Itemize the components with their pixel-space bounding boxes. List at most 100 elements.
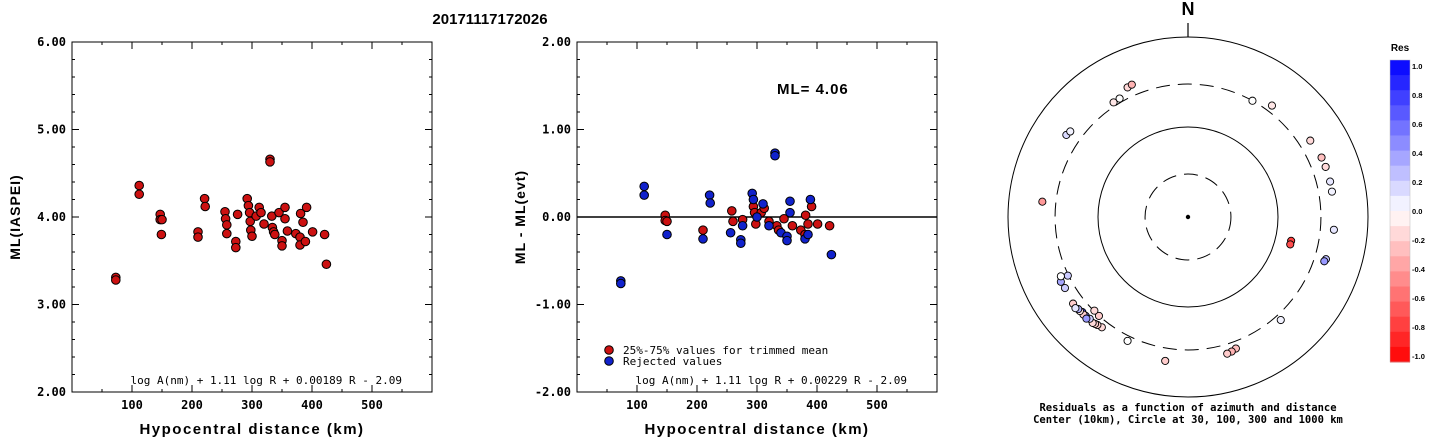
station-marker — [1038, 197, 1047, 206]
data-point — [812, 219, 823, 229]
y-tick-label: 0.00 — [542, 210, 571, 224]
station-marker — [1063, 271, 1072, 280]
y-tick-label: 4.00 — [37, 210, 66, 224]
station-marker — [1327, 187, 1337, 196]
data-point — [616, 278, 626, 289]
y-tick-label: 3.00 — [37, 298, 66, 312]
data-point — [193, 232, 203, 242]
colorbar-tick-label: 0.6 — [1412, 120, 1422, 129]
y-tick-label: 2.00 — [542, 35, 571, 49]
data-point — [200, 201, 210, 212]
data-point — [698, 234, 708, 244]
colorbar-segment — [1390, 226, 1410, 242]
x-tick-label: 100 — [121, 398, 143, 412]
data-point — [728, 216, 738, 227]
data-point — [277, 241, 287, 251]
data-point — [259, 219, 269, 229]
station-marker — [1127, 80, 1136, 89]
data-point — [222, 220, 232, 230]
x-tick-label: 400 — [301, 398, 323, 412]
data-point — [639, 190, 650, 200]
data-point — [705, 198, 716, 208]
data-point — [698, 225, 708, 235]
data-point — [232, 209, 243, 220]
data-point — [274, 207, 284, 218]
legend-label: 25%-75% values for trimmed mean — [623, 344, 828, 357]
colorbar-tick-label: 0.4 — [1412, 149, 1423, 158]
colorbar-tick-label: -1.0 — [1412, 352, 1425, 361]
station-marker — [1082, 314, 1091, 323]
station-marker — [1276, 315, 1285, 325]
station-marker — [1306, 136, 1315, 145]
y-tick-label: -2.00 — [535, 385, 571, 399]
colorbar-tick-label: -0.2 — [1412, 236, 1425, 245]
colorbar-segment — [1390, 271, 1410, 287]
data-point — [319, 229, 330, 240]
data-point — [704, 190, 715, 200]
y-tick-label: 5.00 — [37, 123, 66, 137]
station-marker — [1094, 311, 1104, 320]
y-tick-label: 2.00 — [37, 385, 66, 399]
x-tick-label: 200 — [181, 398, 203, 412]
data-point — [301, 202, 312, 213]
x-tick-label: 400 — [806, 398, 828, 412]
colorbar-segment — [1390, 331, 1410, 348]
figure-title: 20171117172026 — [432, 11, 547, 28]
data-point — [134, 189, 144, 200]
data-point — [826, 249, 837, 260]
data-point — [295, 208, 306, 219]
residual-vs-distance-panel: -2.00 -1.00 0.00 1.00 2.00 100 200 300 400 500 Hyp… — [512, 35, 938, 438]
colorbar-title: Res — [1391, 43, 1410, 54]
data-point — [770, 150, 780, 161]
station-marker — [1223, 349, 1232, 358]
center-marker — [1185, 214, 1191, 220]
data-point — [736, 238, 746, 249]
data-point — [231, 242, 241, 253]
station-markers — [1038, 80, 1338, 365]
data-point — [824, 220, 835, 231]
colorbar-segment — [1390, 256, 1410, 272]
station-marker — [1115, 94, 1124, 103]
station-marker — [1320, 257, 1329, 266]
colorbar-frame — [1389, 59, 1411, 363]
magnitude-vs-distance-panel: 2.00 3.00 4.00 5.00 6.00 100 200 300 400 500 Hypoc… — [7, 35, 433, 438]
data-point — [785, 196, 795, 207]
y-tick-label: 6.00 — [37, 35, 66, 49]
legend-marker — [604, 345, 614, 355]
x-tick-label: 200 — [686, 398, 708, 412]
station-marker — [1060, 283, 1070, 293]
data-point — [256, 207, 266, 218]
data-point — [748, 194, 759, 205]
station-marker — [1109, 98, 1118, 107]
data-point — [752, 212, 762, 222]
colorbar-segment — [1390, 346, 1410, 363]
data-point — [298, 217, 308, 228]
data-point — [300, 236, 311, 247]
azimuth-residual-panel: N Residuals as a function of azimuth and … — [1007, 0, 1369, 426]
station-marker — [1090, 306, 1099, 315]
colorbar-segment — [1390, 60, 1410, 76]
data-point — [282, 226, 293, 236]
colorbar-segment — [1390, 120, 1410, 136]
data-point — [307, 227, 318, 237]
data-point — [803, 219, 813, 229]
data-point — [787, 220, 798, 231]
colorbar-segment — [1390, 316, 1410, 333]
north-label: N — [1182, 0, 1195, 19]
data-point — [662, 229, 672, 240]
data-point — [727, 206, 737, 216]
station-marker — [1056, 272, 1065, 281]
data-point — [758, 199, 768, 209]
data-point — [280, 213, 290, 224]
data-point — [800, 210, 811, 221]
colorbar-tick-label: -0.6 — [1412, 294, 1425, 303]
legend-marker — [604, 356, 614, 366]
data-point — [764, 220, 774, 231]
station-marker — [1161, 356, 1170, 365]
data-point — [270, 229, 280, 240]
colorbar-segment — [1390, 241, 1410, 257]
x-tick-label: 300 — [746, 398, 768, 412]
colorbar-segment — [1390, 90, 1410, 106]
data-point — [134, 180, 144, 191]
